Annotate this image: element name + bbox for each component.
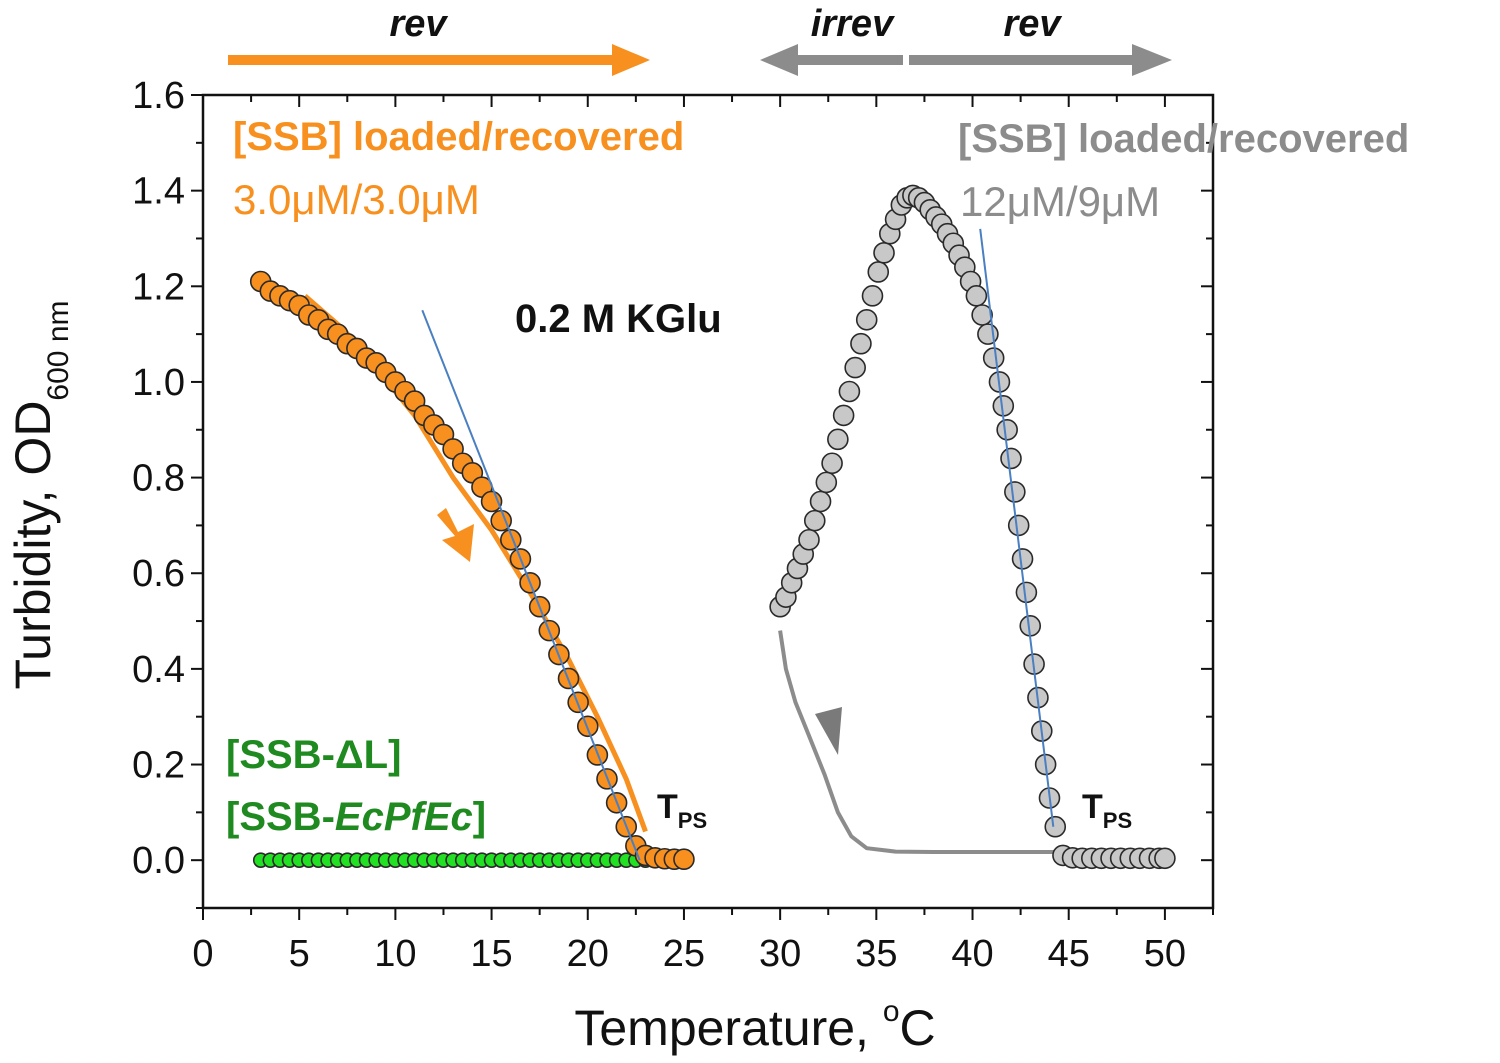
gray-data-point (838, 380, 861, 403)
tps-right-main: T (1082, 788, 1103, 826)
y-tick-label: 0.2 (132, 745, 185, 787)
gray-data-point (1044, 815, 1067, 838)
x-axis-title-sup: o (883, 995, 900, 1028)
x-tick-label: 10 (374, 933, 416, 975)
gray-data-point (821, 452, 843, 475)
green-label-2: [SSB-EcPfEc] (226, 795, 486, 839)
orange-title: [SSB] loaded/recovered (233, 115, 684, 159)
irrev-arrow-head (760, 44, 798, 76)
y-tick-label: 0.8 (132, 458, 185, 500)
gray-data-point (873, 242, 895, 264)
tps-left-main: T (657, 788, 678, 826)
y-tick-label: 0.6 (132, 553, 185, 595)
gray-data-point (1004, 481, 1026, 503)
gray-cooling-arrow (815, 707, 842, 755)
gray-data-point (1011, 548, 1034, 570)
x-tick-label: 50 (1144, 933, 1186, 975)
x-tick-label: 35 (855, 933, 897, 975)
lines (303, 294, 1056, 854)
rev-label-left: rev (389, 3, 448, 45)
rev-arrow-right-head (1132, 44, 1172, 76)
axes: 0 5 10 15 20 25 30 35 40 45 50 0.0 0.2 0.4 0.6 0.8 1.0 1.… (132, 75, 1215, 975)
gray-data-point (850, 332, 872, 355)
gray-data-point (844, 356, 866, 379)
gray-title: [SSB] loaded/recovered (958, 117, 1409, 161)
tps-left-sub: PS (678, 808, 707, 833)
x-tick-label: 0 (192, 933, 213, 975)
gray-data-point (982, 347, 1005, 369)
orange-data-point (673, 848, 695, 871)
x-tick-label: 45 (1048, 933, 1090, 975)
tps-right-sub: PS (1103, 808, 1132, 833)
x-tick-label: 30 (759, 933, 801, 975)
x-axis-title-text: Temperature, (574, 1000, 882, 1056)
gray-data-point (1154, 847, 1176, 870)
green-label-2-prefix: [SSB- (226, 795, 335, 839)
gray-data-point (1007, 514, 1030, 537)
blue-tangent-line (421, 309, 641, 861)
gray-data-point (815, 471, 838, 494)
y-tick-label: 1.2 (132, 266, 185, 308)
green-label-2-italic: EcPfEc (335, 795, 473, 839)
gray-conc: 12μM/9μM (960, 178, 1160, 225)
gray-data-point (832, 404, 855, 427)
y-axis-title-sub: 600 nm (42, 300, 75, 400)
gray-data-point (996, 418, 1018, 441)
irrev-label: irrev (811, 3, 895, 45)
y-tick-label: 1.4 (132, 171, 185, 213)
tps-right-label: TPS (1082, 788, 1132, 833)
y-tick-label: 0.0 (132, 840, 185, 882)
x-tick-label: 5 (289, 933, 310, 975)
y-tick-label: 0.4 (132, 649, 185, 691)
top-arrows: rev irrev rev (228, 3, 1172, 76)
gray-trend-line (778, 630, 1056, 854)
x-axis-title-unit: C (900, 1000, 936, 1056)
x-tick-label: 20 (567, 933, 609, 975)
x-tick-label: 40 (951, 933, 993, 975)
orange-cooling-arrow (437, 508, 474, 562)
blue-tangent-line (979, 228, 1055, 827)
plot-frame (201, 93, 1215, 910)
rev-label-right: rev (1003, 3, 1062, 45)
rev-arrow-left-head (612, 44, 650, 76)
condition-label: 0.2 M KGlu (515, 297, 722, 341)
x-tick-label: 25 (663, 933, 705, 975)
x-axis-title: Temperature, oC (574, 995, 935, 1056)
gray-data-point (809, 490, 832, 513)
y-tick-label: 1.0 (132, 362, 185, 404)
gray-data-point (798, 528, 820, 551)
x-tick-label: 15 (470, 933, 512, 975)
green-label-1: [SSB-ΔL] (226, 733, 401, 777)
gray-data-point (803, 509, 826, 532)
gray-data-point (1000, 447, 1022, 470)
gray-data-point (855, 308, 878, 331)
y-axis-title: Turbidity, OD600 nm (5, 300, 75, 689)
gray-data-point (965, 285, 988, 307)
y-tick-label: 1.6 (132, 75, 185, 117)
gray-data-point (827, 428, 849, 451)
data-points (249, 184, 1176, 871)
orange-conc: 3.0μM/3.0μM (233, 176, 480, 223)
tps-left-label: TPS (657, 788, 707, 833)
gray-data-point (861, 285, 884, 307)
gray-data-point (867, 261, 890, 283)
gray-data-point (971, 304, 993, 326)
y-axis-title-text: Turbidity, OD (5, 401, 61, 690)
green-label-2-suffix: ] (473, 795, 486, 839)
